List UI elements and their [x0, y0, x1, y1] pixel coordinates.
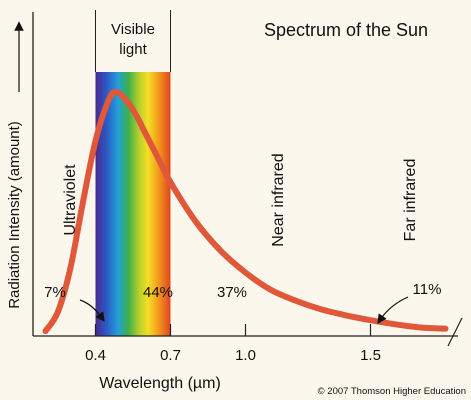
axis-break-mark: [447, 317, 463, 347]
visible-light-label-line1: Visible: [111, 21, 155, 38]
x-tick-label: 0.7: [160, 347, 181, 364]
x-axis-label: Wavelength (µm): [99, 375, 221, 392]
near-infrared-label: Near infrared: [270, 153, 287, 246]
x-axis-ticks: 0.4 0.7 1.0 1.5: [85, 324, 381, 364]
visible-light-label-line2: light: [119, 41, 147, 58]
far-infrared-label: Far infrared: [402, 159, 419, 242]
x-tick-label: 1.5: [360, 347, 381, 364]
copyright-credit: © 2007 Thomson Higher Education: [318, 386, 466, 397]
ultraviolet-label: Ultraviolet: [62, 164, 79, 236]
visible-light-band: [95, 72, 171, 336]
chart-title: Spectrum of the Sun: [264, 20, 428, 40]
far-infrared-arrow: [377, 296, 409, 324]
near-infrared-percent: 37%: [217, 284, 247, 301]
intensity-curve: [42, 89, 449, 335]
ultraviolet-arrow: [79, 299, 105, 322]
y-axis-label: Radiation Intensity (amount): [6, 121, 23, 309]
visible-percent: 44%: [143, 284, 173, 301]
far-infrared-percent: 11%: [413, 281, 442, 298]
ultraviolet-percent: 7%: [44, 284, 66, 301]
x-tick-label: 0.4: [85, 347, 106, 364]
x-tick-label: 1.0: [235, 347, 256, 364]
